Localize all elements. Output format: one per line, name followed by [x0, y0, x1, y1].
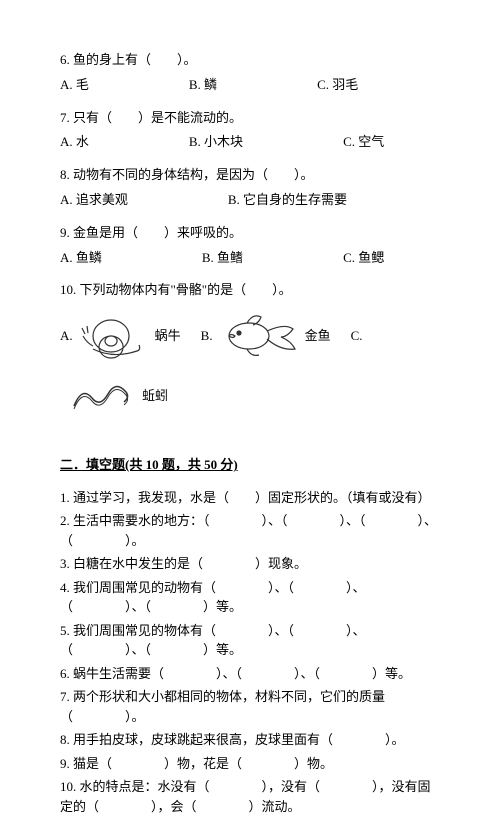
- q10-b-label: 金鱼: [305, 326, 331, 347]
- q10-a-label: 蜗牛: [155, 326, 181, 347]
- q6-options: A. 毛 B. 鳞 C. 羽毛: [60, 75, 440, 96]
- snail-icon: [79, 311, 149, 361]
- fill-questions: 1. 通过学习，我发现，水是（ ）固定形状的。（填有或没有） 2. 生活中需要水…: [60, 488, 440, 816]
- fill-8: 8. 用手拍皮球，皮球跳起来很高，皮球里面有（ ）。: [60, 730, 440, 750]
- q9-opt-c: C. 鱼鳃: [343, 248, 384, 269]
- earthworm-icon: [66, 376, 136, 416]
- fill-3: 3. 白糖在水中发生的是（ ）现象。: [60, 554, 440, 574]
- q10-c-prefix: C.: [351, 326, 363, 347]
- question-6: 6. 鱼的身上有（ ）。 A. 毛 B. 鳞 C. 羽毛: [60, 50, 440, 96]
- q6-opt-c: C. 羽毛: [317, 75, 358, 96]
- question-7: 7. 只有（ ）是不能流动的。 A. 水 B. 小木块 C. 空气: [60, 108, 440, 154]
- q10-options: A. 蜗牛 B.: [60, 311, 440, 431]
- q10-opt-c-img: 蚯蚓: [60, 376, 420, 416]
- question-8: 8. 动物有不同的身体结构，是因为（ ）。 A. 追求美观 B. 它自身的生存需…: [60, 165, 440, 211]
- q6-opt-a: A. 毛: [60, 75, 89, 96]
- fill-1: 1. 通过学习，我发现，水是（ ）固定形状的。（填有或没有）: [60, 488, 440, 508]
- q8-opt-b: B. 它自身的生存需要: [228, 190, 347, 211]
- q9-opt-b: B. 鱼鳍: [202, 248, 243, 269]
- q7-options: A. 水 B. 小木块 C. 空气: [60, 132, 440, 153]
- q10-c-label: 蚯蚓: [142, 386, 168, 407]
- q8-stem: 8. 动物有不同的身体结构，是因为（ ）。: [60, 165, 440, 186]
- q9-options: A. 鱼鳞 B. 鱼鳍 C. 鱼鳃: [60, 248, 440, 269]
- q10-stem: 10. 下列动物体内有"骨骼"的是（ ）。: [60, 280, 440, 301]
- fill-4: 4. 我们周围常见的动物有（ ）、（ ）、（ ）、（ ）等。: [60, 578, 440, 617]
- q10-opt-a: A. 蜗牛: [60, 311, 181, 361]
- q7-opt-a: A. 水: [60, 132, 89, 153]
- fill-6: 6. 蜗牛生活需要（ ）、（ ）、（ ）等。: [60, 664, 440, 684]
- question-10: 10. 下列动物体内有"骨骼"的是（ ）。 A. 蜗牛 B.: [60, 280, 440, 431]
- q10-b-prefix: B.: [201, 326, 213, 347]
- q10-opt-c: C.: [351, 326, 363, 347]
- q7-stem: 7. 只有（ ）是不能流动的。: [60, 108, 440, 129]
- q8-options: A. 追求美观 B. 它自身的生存需要: [60, 190, 440, 211]
- q7-opt-c: C. 空气: [343, 132, 384, 153]
- q9-opt-a: A. 鱼鳞: [60, 248, 102, 269]
- question-9: 9. 金鱼是用（ ）来呼吸的。 A. 鱼鳞 B. 鱼鳍 C. 鱼鳃: [60, 223, 440, 269]
- q9-stem: 9. 金鱼是用（ ）来呼吸的。: [60, 223, 440, 244]
- q7-opt-b: B. 小木块: [189, 132, 243, 153]
- q10-opt-b: B. 金鱼: [201, 311, 331, 361]
- fill-10: 10. 水的特点是：水没有（ ），没有（ ），没有固定的（ ），会（ ）流动。: [60, 777, 440, 816]
- q10-a-prefix: A.: [60, 326, 73, 347]
- fill-5: 5. 我们周围常见的物体有（ ）、（ ）、（ ）、（ ）等。: [60, 621, 440, 660]
- fill-2: 2. 生活中需要水的地方：（ ）、（ ）、（ ）、（ ）。: [60, 511, 440, 550]
- fill-9: 9. 猫是（ ）物，花是（ ）物。: [60, 754, 440, 774]
- q6-stem: 6. 鱼的身上有（ ）。: [60, 50, 440, 71]
- q6-opt-b: B. 鳞: [189, 75, 217, 96]
- q8-opt-a: A. 追求美观: [60, 190, 128, 211]
- section-2-title: 二．填空题(共 10 题，共 50 分): [60, 455, 440, 476]
- goldfish-icon: [219, 311, 299, 361]
